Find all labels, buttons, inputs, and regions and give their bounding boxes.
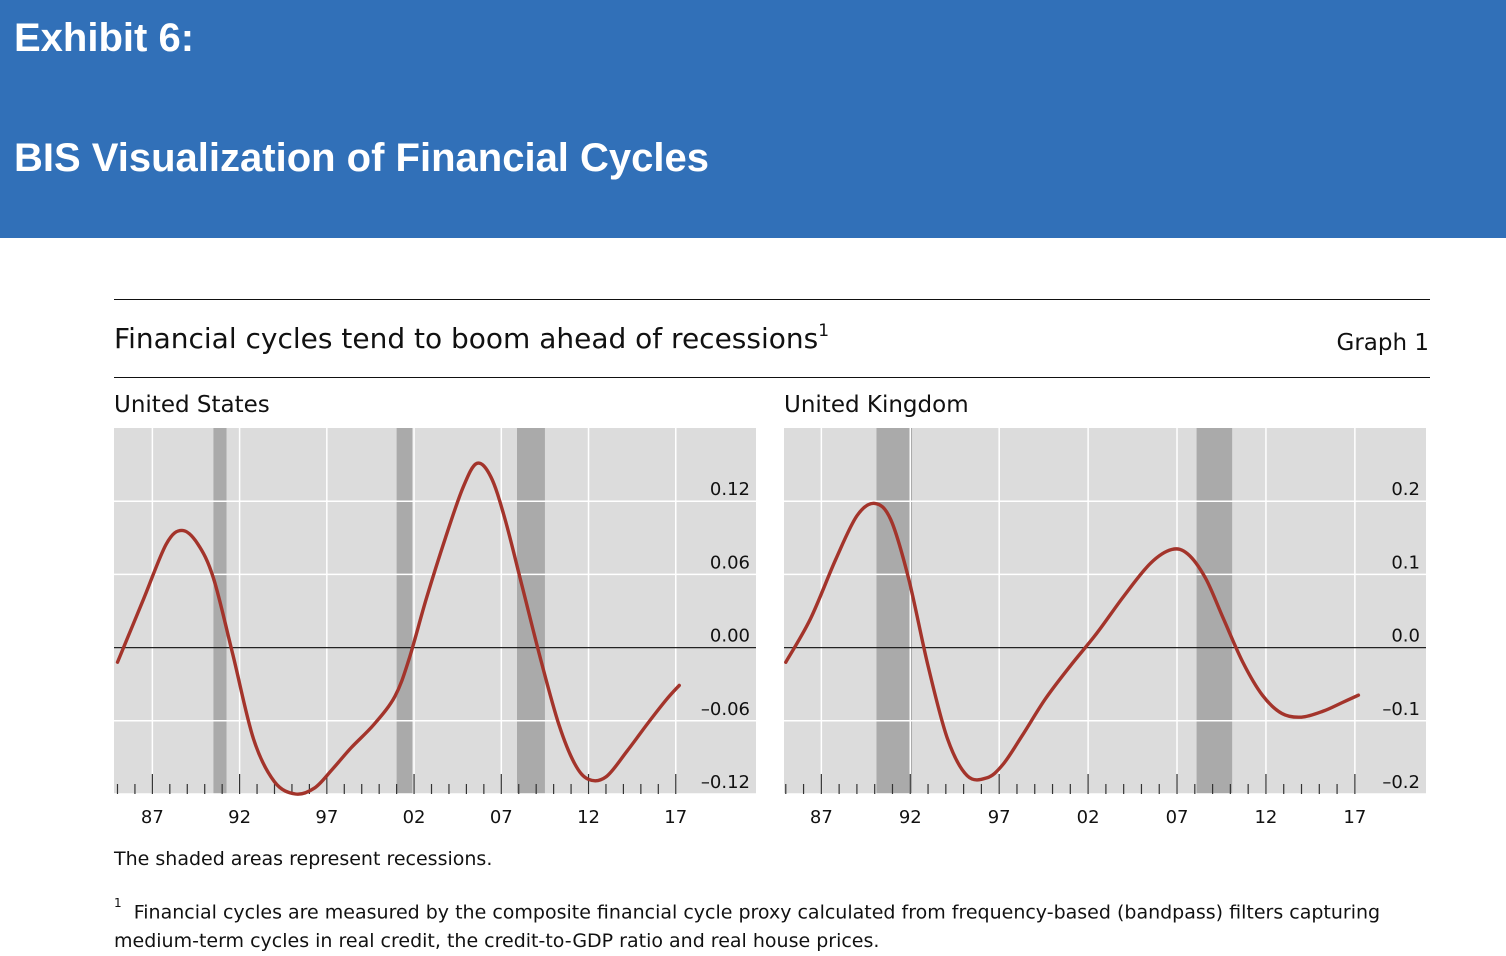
chart-note: The shaded areas represent recessions. [114, 848, 493, 870]
uk-panel-title: United Kingdom [784, 392, 969, 418]
us-financial-cycle-chart: 87 92 97 02 07 12 17 0.12 0.06 0.00 –0.06 –0.12 [114, 428, 756, 828]
graph-title-text: Financial cycles tend to boom ahead of r… [114, 322, 819, 355]
uk-x-tick-label: 12 [1254, 807, 1277, 828]
uk-financial-cycle-line [784, 501, 1361, 782]
us-x-tick-label: 92 [228, 807, 251, 828]
uk-x-tick-label: 97 [988, 807, 1011, 828]
us-recession-band [396, 428, 413, 794]
graph-title-footnote-marker: 1 [818, 320, 830, 341]
us-x-tick-label: 12 [577, 807, 600, 828]
us-x-tick-label: 97 [315, 807, 338, 828]
uk-recession-band [1196, 428, 1233, 794]
uk-y-tick-label: 0.2 [1391, 479, 1420, 500]
us-y-tick-label: 0.06 [710, 552, 750, 573]
us-x-tick-label: 07 [490, 807, 513, 828]
uk-x-tick-label: 87 [810, 807, 833, 828]
uk-y-tick-label: –0.1 [1382, 699, 1420, 720]
uk-x-tick-label: 92 [899, 807, 922, 828]
graph-number: Graph 1 [1336, 330, 1430, 356]
footnote: 1 Financial cycles are measured by the c… [114, 893, 1430, 956]
us-recession-band [213, 428, 227, 794]
us-y-tick-label: 0.00 [710, 626, 750, 647]
us-recession-band [516, 428, 545, 794]
exhibit-label: Exhibit 6: [14, 16, 195, 60]
us-y-tick-label: –0.06 [701, 699, 750, 720]
us-x-tick-label: 17 [664, 807, 687, 828]
uk-x-tick-label: 07 [1166, 807, 1189, 828]
uk-y-tick-label: 0.0 [1391, 626, 1420, 647]
uk-x-tick-label: 17 [1343, 807, 1366, 828]
uk-x-tick-label: 02 [1077, 807, 1100, 828]
us-financial-cycle-line [115, 461, 681, 796]
us-y-tick-label: 0.12 [710, 479, 750, 500]
graph-header-rule [114, 377, 1430, 378]
exhibit-title: BIS Visualization of Financial Cycles [14, 136, 710, 180]
graph-top-rule [114, 299, 1430, 300]
us-y-tick-label: –0.12 [701, 772, 750, 793]
us-plot-area [114, 428, 756, 794]
footnote-marker: 1 [114, 896, 122, 910]
uk-y-tick-label: –0.2 [1382, 772, 1420, 793]
footnote-text: Financial cycles are measured by the com… [114, 901, 1381, 953]
us-x-tick-label: 02 [403, 807, 426, 828]
uk-financial-cycle-chart: 87 92 97 02 07 12 17 0.2 0.1 0.0 –0.1 –0.2 [784, 428, 1426, 828]
uk-y-tick-label: 0.1 [1391, 552, 1420, 573]
exhibit-banner [0, 0, 1506, 238]
graph-title: Financial cycles tend to boom ahead of r… [114, 320, 830, 355]
uk-recession-band [876, 428, 913, 794]
us-panel-title: United States [114, 392, 270, 418]
us-x-tick-label: 87 [141, 807, 164, 828]
